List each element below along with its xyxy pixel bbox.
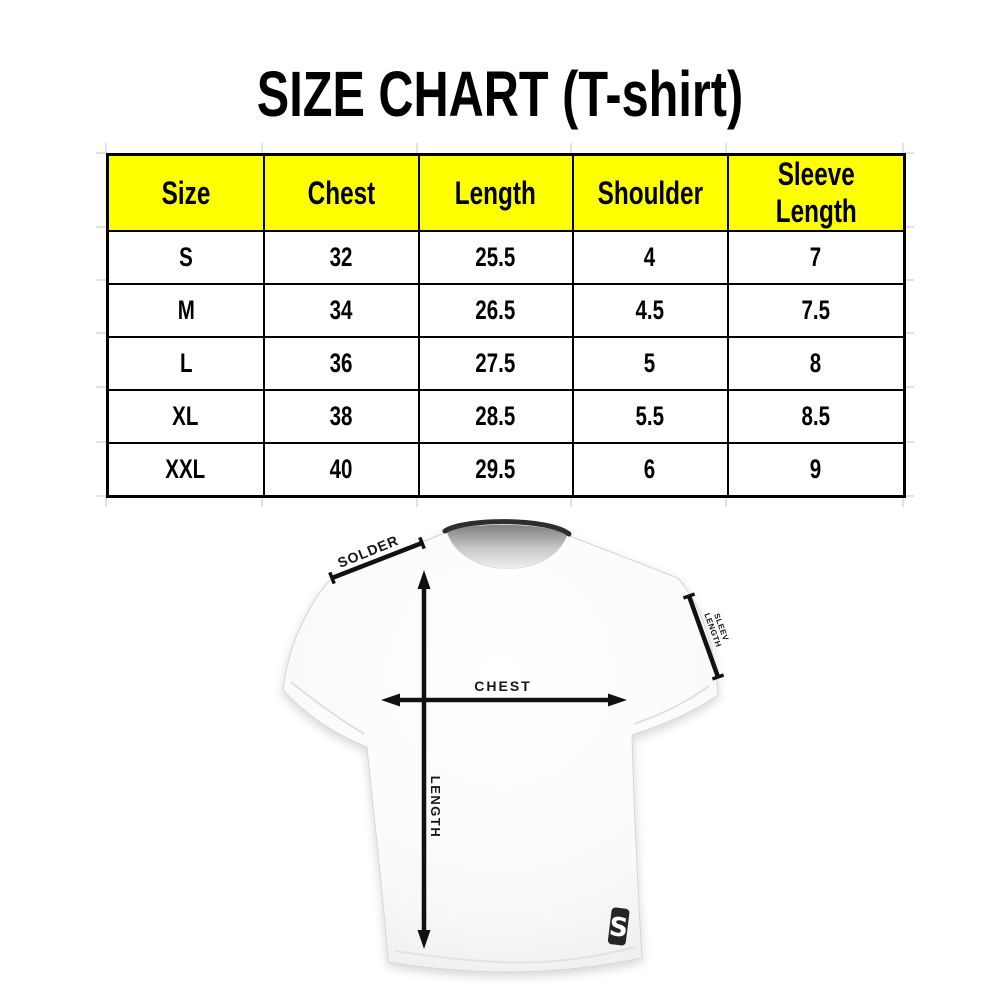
chest-label: CHEST — [474, 678, 531, 694]
length-label: LENGTH — [428, 776, 443, 838]
sleeve-dimension-line — [682, 592, 725, 681]
cell-length: 27.5 — [417, 336, 574, 391]
cell-shoulder: 4 — [571, 230, 729, 285]
header-cell-chest: Chest — [262, 153, 420, 232]
cell-value: 32 — [329, 242, 353, 272]
cell-sleeve-length: 9 — [726, 442, 906, 498]
size-table: Size Chest Length Shoulder Sleeve Length… — [106, 153, 906, 498]
cell-value: 36 — [329, 348, 353, 378]
cell-value: 4.5 — [635, 295, 665, 325]
brand-s-logo: S — [607, 907, 630, 946]
cell-value: 27.5 — [475, 348, 516, 378]
cell-shoulder: 4.5 — [571, 283, 729, 338]
cell-value: 4 — [644, 242, 656, 272]
cell-value: 5 — [644, 348, 656, 378]
cell-value: XL — [172, 401, 199, 431]
cell-value: 5.5 — [635, 401, 665, 431]
chest-arrow — [381, 693, 627, 707]
cell-sleeve-length: 7.5 — [726, 283, 906, 338]
header-cell-sleeve-length: Sleeve Length — [726, 153, 906, 232]
header-cell-length: Length — [417, 153, 574, 232]
cell-value: 6 — [644, 454, 656, 484]
cell-sleeve-length: 7 — [726, 230, 906, 285]
collar — [442, 519, 572, 537]
header-label: Shoulder — [597, 174, 703, 211]
cell-value: 34 — [329, 295, 353, 325]
table-row-m: M 34 26.5 4.5 7.5 — [106, 283, 906, 338]
cell-length: 25.5 — [417, 230, 574, 285]
page-title: SIZE CHART (T-shirt) — [0, 62, 1000, 126]
brand-s-letter: S — [607, 912, 629, 944]
size-table-header-row: Size Chest Length Shoulder Sleeve Length — [106, 153, 906, 232]
shoulder-dimension-line — [328, 536, 426, 585]
cell-length: 26.5 — [417, 283, 574, 338]
cell-value: 9 — [810, 454, 822, 484]
cell-size: S — [106, 230, 265, 285]
cell-size: L — [106, 336, 265, 391]
cell-chest: 34 — [262, 283, 420, 338]
cell-value: 28.5 — [475, 401, 516, 431]
header-label: Sleeve Length — [775, 156, 857, 229]
cell-chest: 32 — [262, 230, 420, 285]
cell-size: XXL — [106, 442, 265, 498]
header-label: Length — [454, 174, 537, 211]
cell-value: 26.5 — [475, 295, 516, 325]
tshirt-diagram: LENGTH CHEST SOLDER SLEEV LENGTH S — [282, 519, 730, 973]
table-row-s: S 32 25.5 4 7 — [106, 230, 906, 285]
table-row-xl: XL 38 28.5 5.5 8.5 — [106, 389, 906, 444]
cell-shoulder: 6 — [571, 442, 729, 498]
header-cell-size: Size — [106, 153, 265, 232]
cell-sleeve-length: 8.5 — [726, 389, 906, 444]
cell-length: 28.5 — [417, 389, 574, 444]
cell-length: 29.5 — [417, 442, 574, 498]
cell-value: 25.5 — [475, 242, 516, 272]
table-row-l: L 36 27.5 5 8 — [106, 336, 906, 391]
cell-value: 8.5 — [801, 401, 831, 431]
header-cell-shoulder: Shoulder — [571, 153, 729, 232]
cell-value: M — [177, 295, 195, 325]
table-row-xxl: XXL 40 29.5 6 9 — [106, 442, 906, 498]
cell-value: 7.5 — [801, 295, 831, 325]
cell-value: S — [178, 242, 193, 272]
cell-chest: 36 — [262, 336, 420, 391]
tshirt-body — [282, 519, 719, 973]
cell-chest: 40 — [262, 442, 420, 498]
cell-sleeve-length: 8 — [726, 336, 906, 391]
cell-value: 38 — [329, 401, 353, 431]
length-arrow — [417, 570, 431, 949]
cell-value: 40 — [329, 454, 353, 484]
header-label: Size — [161, 174, 211, 211]
cell-chest: 38 — [262, 389, 420, 444]
cell-size: M — [106, 283, 265, 338]
cell-value: XXL — [165, 454, 206, 484]
gridline-stubs — [96, 143, 914, 507]
cell-value: 8 — [810, 348, 822, 378]
cell-value: 7 — [810, 242, 822, 272]
page-title-text: SIZE CHART (T-shirt) — [256, 58, 744, 130]
cell-size: XL — [106, 389, 265, 444]
cell-shoulder: 5.5 — [571, 389, 729, 444]
cell-value: 29.5 — [475, 454, 516, 484]
cell-shoulder: 5 — [571, 336, 729, 391]
cell-value: L — [179, 348, 193, 378]
header-label: Chest — [307, 174, 375, 211]
